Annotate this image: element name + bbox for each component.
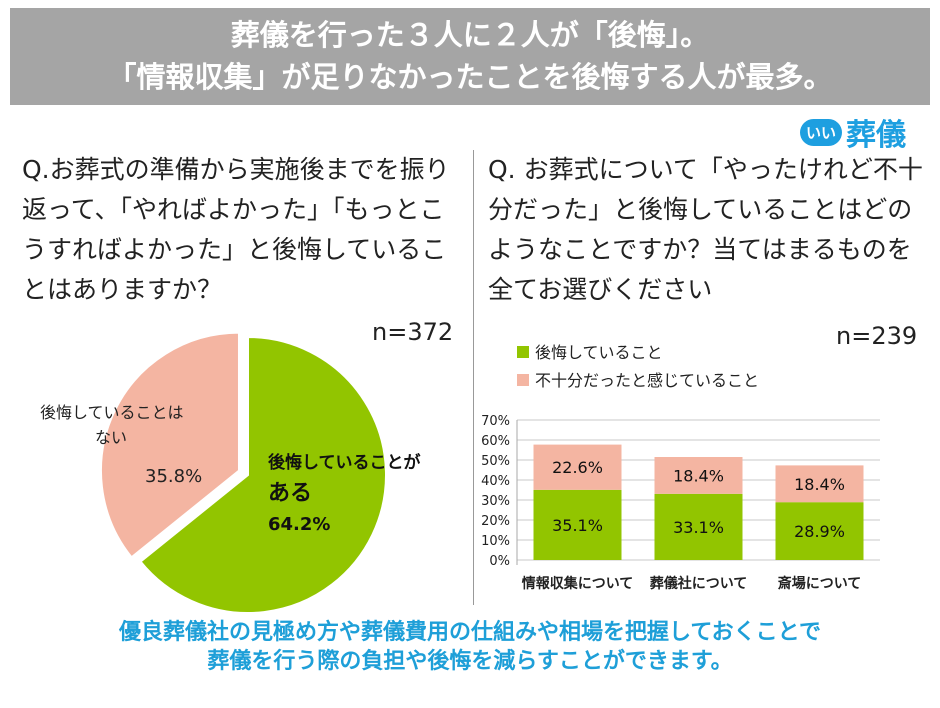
y-tick-label: 60%	[481, 434, 510, 449]
right-question: Q. お葬式について「やったけれど不十分だった」と後悔していることはどのようなこ…	[488, 155, 923, 304]
bar-segment	[533, 444, 622, 490]
bar-segment	[775, 502, 864, 560]
pie-label-no-2: ない	[95, 428, 127, 447]
legend-swatch	[517, 346, 529, 358]
bar-chart: 0% 10% 20% 30% 40% 50% 60% 70% 35.1% 22.6% 情報収集につい…	[481, 343, 880, 592]
pie-label-no: 後悔していることは	[40, 403, 184, 422]
y-tick-label: 0%	[489, 554, 510, 569]
pie-label-yes-2: ある	[268, 481, 312, 506]
x-tick-label: 葬儀社について	[650, 575, 748, 592]
pie-slice	[139, 335, 387, 614]
bar-data-label: 28.9%	[794, 522, 845, 541]
bar-segment	[654, 457, 743, 494]
pie-slice	[100, 331, 240, 559]
headline-line2: 「情報収集」が足りなかったことを後悔する人が最多。	[107, 60, 833, 94]
logo-pill: いい	[800, 118, 843, 146]
bar-data-label: 35.1%	[552, 516, 603, 535]
headline-banner: 葬儀を行った３人に２人が「後悔」。 「情報収集」が足りなかったことを後悔する人が…	[10, 8, 930, 105]
y-tick-label: 10%	[481, 534, 510, 549]
pie-value-no: 35.8%	[145, 466, 202, 487]
x-tick-label: 情報収集について	[522, 575, 634, 592]
pie-label-yes: 後悔していることが	[268, 452, 421, 473]
logo-name: 葬儀	[846, 118, 907, 153]
bar-segment	[775, 465, 864, 503]
footer-line2: 葬儀を行う際の負担や後悔を減らすことができます。	[207, 649, 733, 674]
bar-data-label: 33.1%	[673, 518, 724, 537]
pie-value-yes: 64.2%	[268, 514, 330, 535]
left-question: Q.お葬式の準備から実施後までを振り返って、「やればよかった」「もっとこうすれば…	[22, 155, 450, 304]
y-tick-label: 50%	[481, 454, 510, 469]
left-n: n=372	[372, 318, 454, 346]
bar-segment	[533, 489, 622, 560]
bar-data-label: 18.4%	[673, 466, 724, 485]
bar-segment	[654, 493, 743, 560]
divider	[473, 150, 474, 605]
right-n: n=239	[836, 322, 918, 350]
y-tick-label: 20%	[481, 514, 510, 529]
bar-data-label: 22.6%	[552, 458, 603, 477]
bar-data-label: 18.4%	[794, 475, 845, 494]
footer-message: 優良葬儀社の見極め方や葬儀費用の仕組みや相場を把握しておくことで 葬儀を行う際の…	[0, 618, 940, 676]
legend-swatch	[517, 374, 529, 386]
footer-line1: 優良葬儀社の見極め方や葬儀費用の仕組みや相場を把握しておくことで	[118, 620, 822, 645]
y-tick-label: 30%	[481, 494, 510, 509]
x-tick-label: 斎場について	[778, 575, 862, 592]
legend-label: 後悔していること	[535, 343, 663, 362]
y-tick-label: 40%	[481, 474, 510, 489]
legend-label: 不十分だったと感じていること	[535, 371, 759, 390]
logo: いい 葬儀	[800, 110, 906, 154]
y-tick-label: 70%	[481, 414, 510, 429]
headline-line1: 葬儀を行った３人に２人が「後悔」。	[230, 18, 710, 52]
